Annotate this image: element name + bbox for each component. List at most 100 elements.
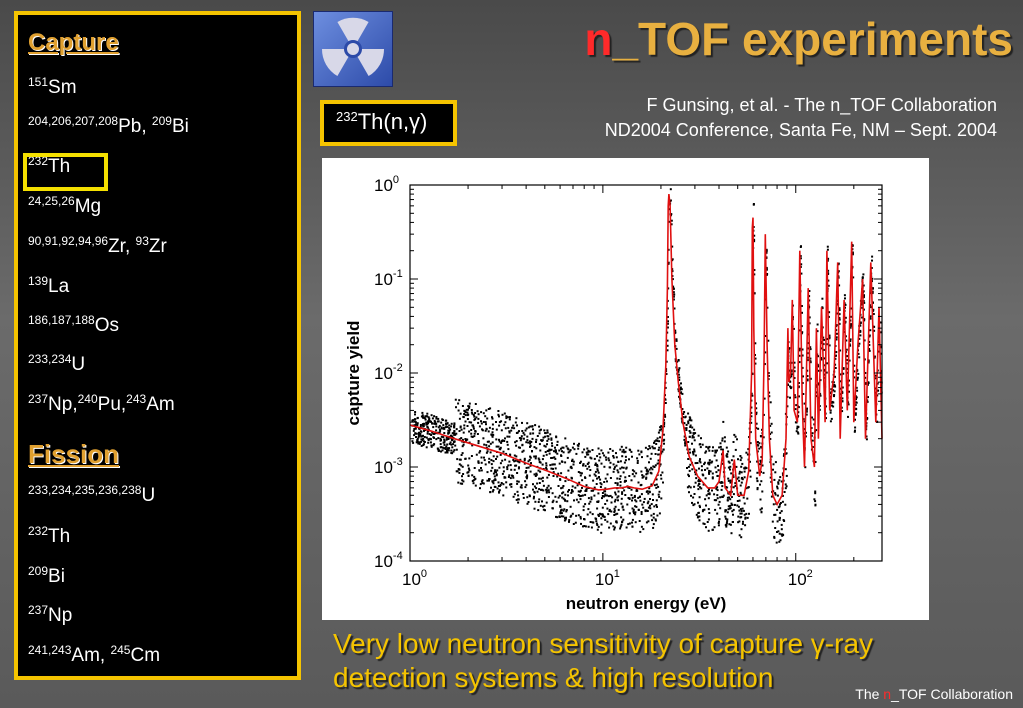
data-point xyxy=(619,460,622,463)
data-point xyxy=(421,414,424,417)
data-point xyxy=(495,428,498,431)
data-point xyxy=(772,468,774,471)
data-point xyxy=(859,330,862,333)
data-point xyxy=(742,496,745,499)
data-point xyxy=(445,423,448,426)
data-point xyxy=(553,450,555,453)
data-point xyxy=(581,494,584,497)
data-point xyxy=(679,388,682,391)
data-point xyxy=(756,444,759,446)
data-point xyxy=(808,316,811,319)
data-point xyxy=(738,509,741,512)
data-point xyxy=(575,498,578,501)
data-point xyxy=(516,431,519,434)
data-point xyxy=(779,502,782,504)
data-point xyxy=(529,440,531,443)
data-point xyxy=(852,276,855,279)
data-point xyxy=(732,476,735,478)
data-point xyxy=(721,462,724,465)
data-point xyxy=(590,526,593,529)
data-point xyxy=(727,460,730,463)
data-point xyxy=(444,426,447,429)
data-point xyxy=(675,338,678,341)
data-point xyxy=(853,376,856,379)
data-point xyxy=(595,522,598,525)
data-point xyxy=(599,456,602,459)
data-point xyxy=(858,356,861,359)
data-point xyxy=(822,343,825,346)
data-point xyxy=(827,269,830,272)
data-point xyxy=(488,478,490,481)
data-point xyxy=(414,432,417,435)
data-point xyxy=(549,464,552,467)
data-point xyxy=(842,367,845,370)
data-point xyxy=(701,510,704,513)
data-point xyxy=(498,421,501,424)
data-point xyxy=(844,297,846,300)
data-point xyxy=(745,451,748,454)
data-point xyxy=(653,441,655,444)
y-tick-label: 10-2 xyxy=(374,362,403,383)
data-point xyxy=(575,514,578,517)
data-point xyxy=(437,417,440,420)
data-point xyxy=(708,449,711,452)
data-point xyxy=(811,416,813,419)
data-point xyxy=(716,486,719,489)
data-point xyxy=(776,531,778,533)
data-point xyxy=(833,395,835,398)
data-point xyxy=(564,493,567,496)
data-point xyxy=(809,357,812,360)
data-point xyxy=(433,422,436,425)
data-point xyxy=(714,466,717,469)
data-point xyxy=(538,482,541,484)
data-point xyxy=(780,523,783,526)
data-point xyxy=(640,470,643,473)
data-point xyxy=(714,508,717,511)
data-point xyxy=(720,481,723,483)
data-point xyxy=(704,468,706,471)
data-point xyxy=(861,306,864,309)
data-point xyxy=(477,417,480,420)
data-point xyxy=(601,506,604,509)
data-point xyxy=(821,297,824,300)
data-point xyxy=(538,458,541,461)
data-point xyxy=(868,348,871,350)
data-point xyxy=(562,491,565,494)
data-point xyxy=(566,500,569,503)
data-point xyxy=(762,471,765,474)
data-point xyxy=(524,486,527,489)
data-point xyxy=(682,413,685,415)
footer-credit: The n_TOF Collaboration xyxy=(855,686,1013,702)
data-point xyxy=(454,433,457,436)
data-point xyxy=(569,449,572,452)
data-point xyxy=(785,485,788,488)
data-point xyxy=(763,363,766,365)
data-point xyxy=(738,520,741,523)
data-point xyxy=(497,413,500,416)
data-point xyxy=(580,494,583,497)
data-point xyxy=(455,432,458,435)
data-point xyxy=(827,315,830,318)
data-point xyxy=(443,441,446,444)
data-point xyxy=(544,432,547,435)
data-point xyxy=(603,465,606,468)
data-point xyxy=(630,488,633,491)
data-point xyxy=(523,433,526,436)
data-point xyxy=(841,386,844,389)
data-point xyxy=(716,512,719,515)
data-point xyxy=(667,261,670,264)
data-point xyxy=(688,485,691,488)
data-point xyxy=(517,460,520,463)
data-point xyxy=(764,298,767,301)
data-point xyxy=(430,445,433,448)
data-point xyxy=(623,451,626,454)
data-point xyxy=(479,483,482,486)
data-point xyxy=(443,432,446,434)
data-point xyxy=(562,485,565,487)
data-point xyxy=(559,505,562,508)
data-point xyxy=(603,495,605,498)
data-point xyxy=(568,489,570,491)
data-point xyxy=(491,423,494,426)
data-point xyxy=(431,417,434,420)
data-point xyxy=(657,459,660,462)
